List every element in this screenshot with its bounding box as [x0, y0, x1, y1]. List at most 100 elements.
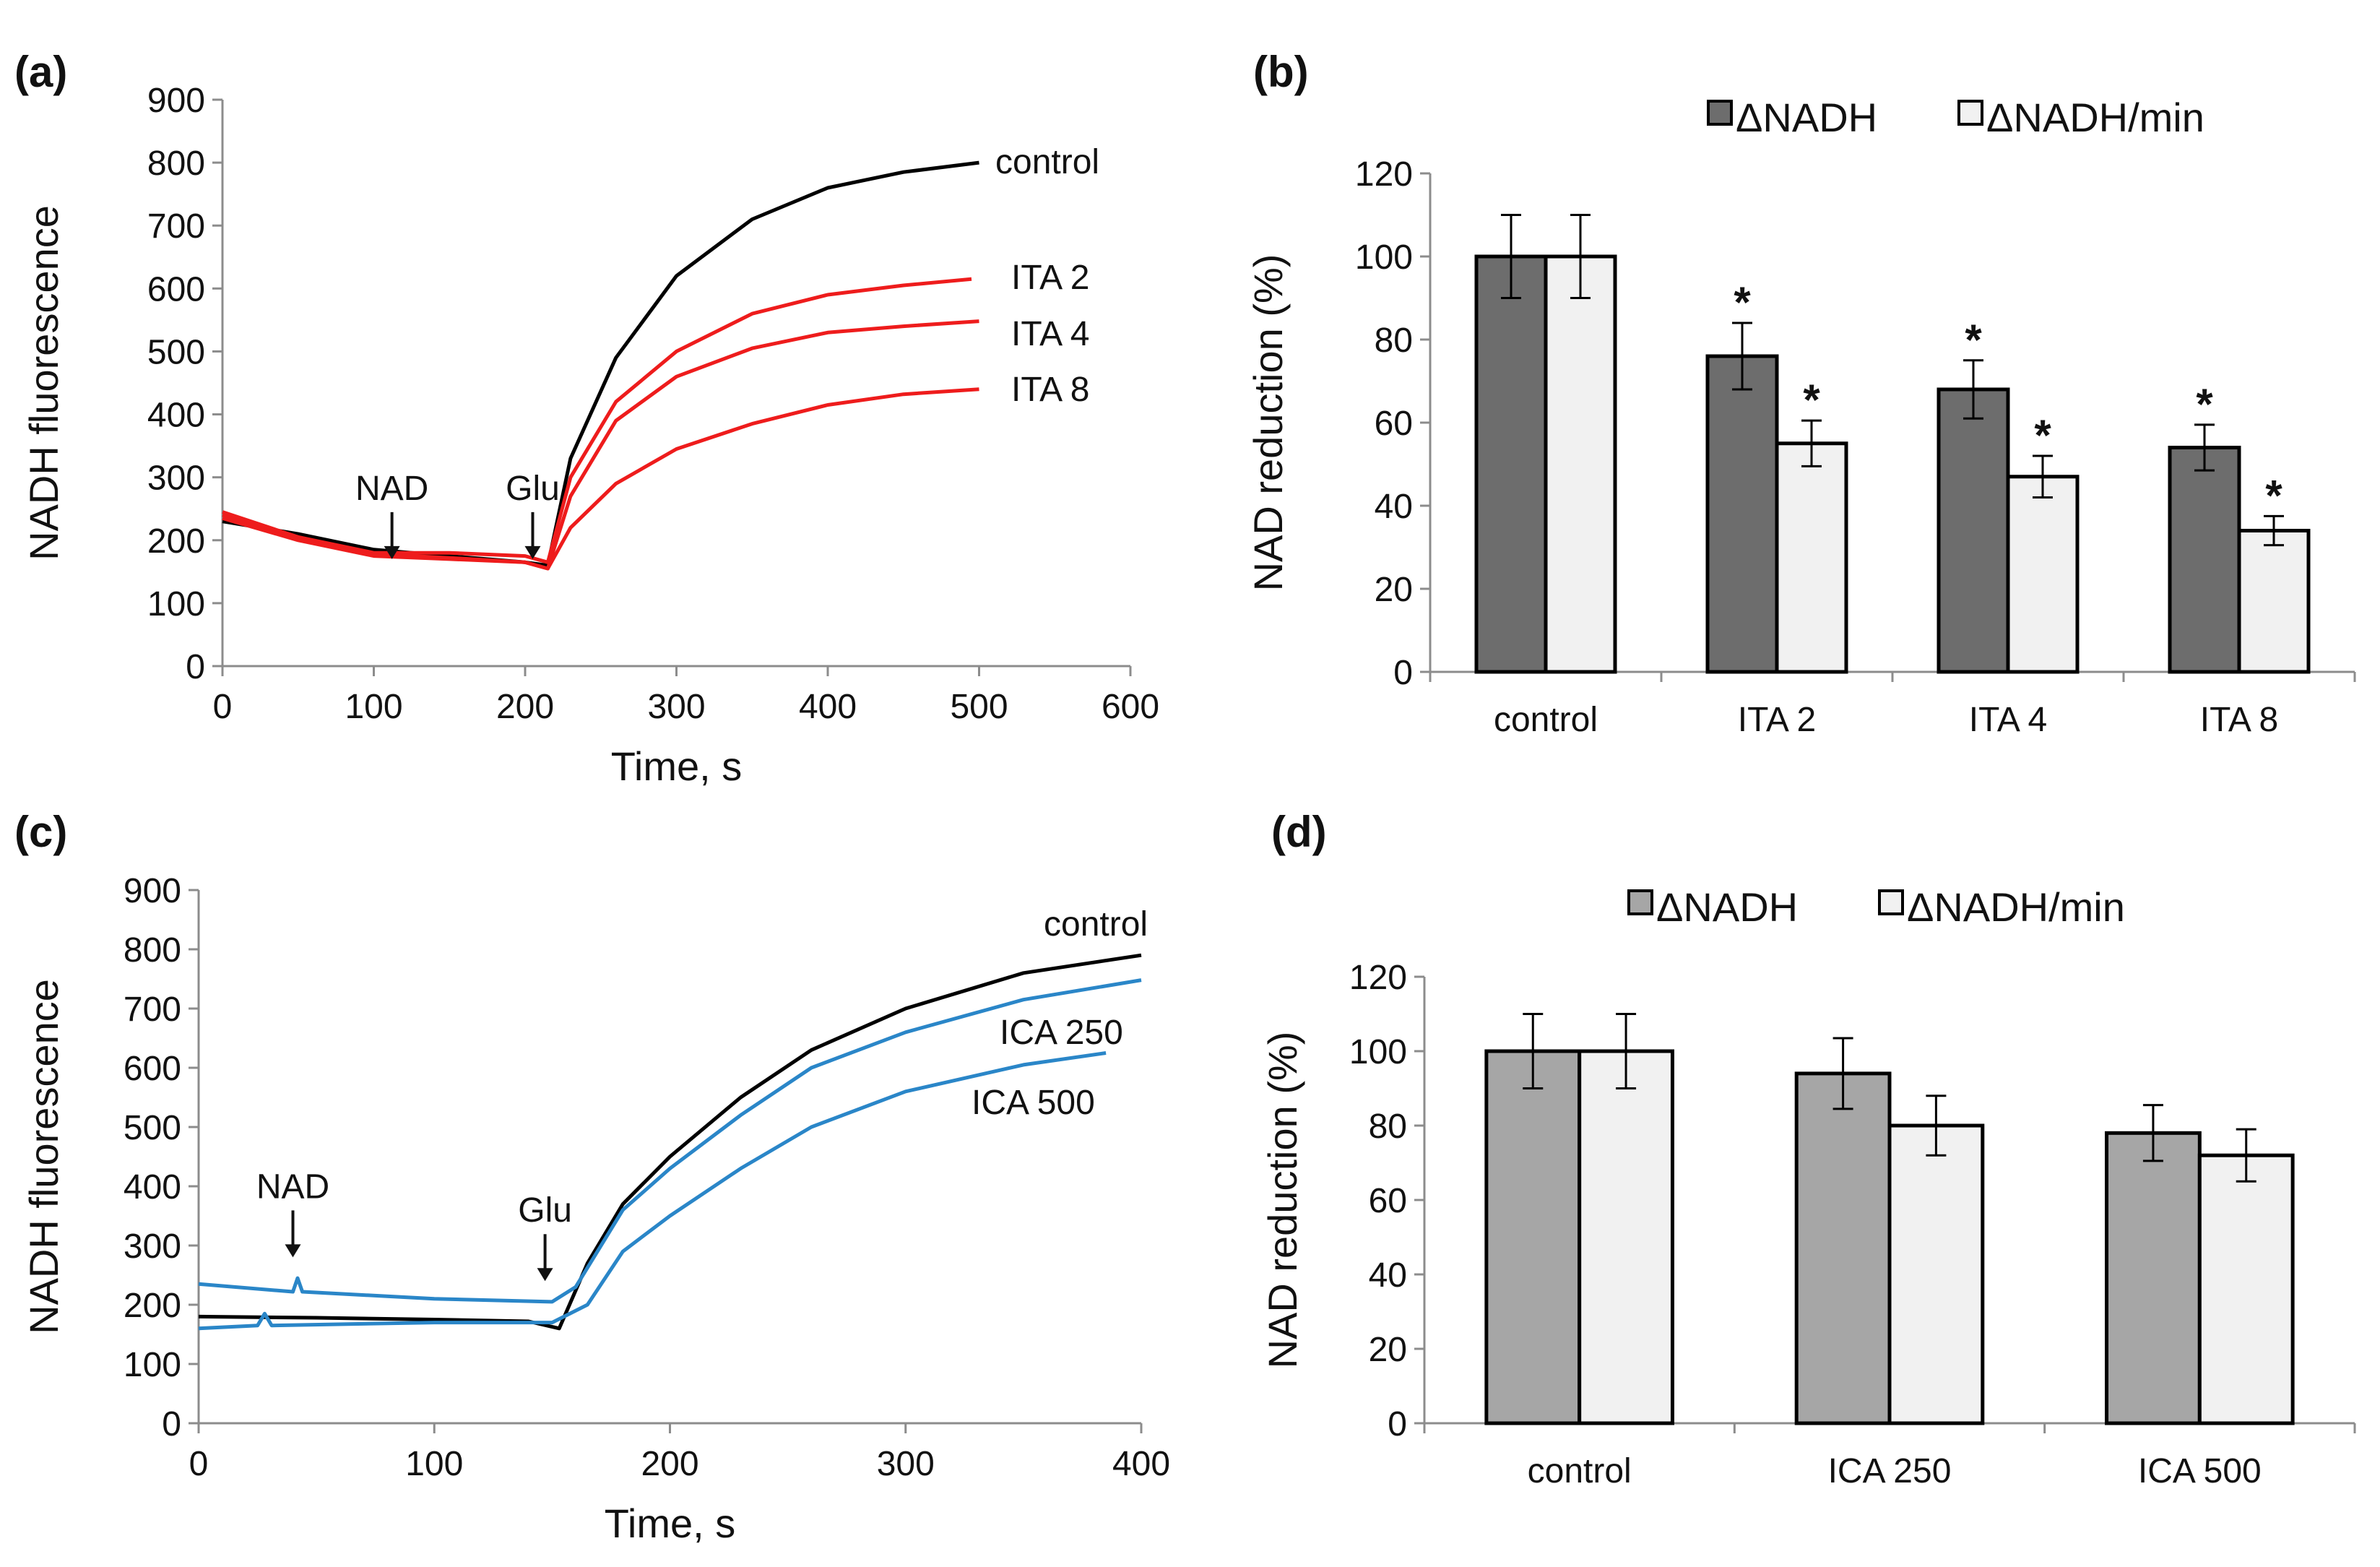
significance-mark: * — [1734, 278, 1751, 327]
y-tick-label: 20 — [1375, 571, 1413, 609]
legend-swatch — [1957, 100, 1983, 126]
x-tick-label: 400 — [799, 688, 857, 726]
series-label: control — [1044, 905, 1148, 944]
series-label: ICA 500 — [972, 1084, 1095, 1122]
series-label: control — [995, 143, 1099, 181]
arrow-label: Glu — [506, 470, 560, 508]
category-label: ITA 8 — [2200, 701, 2279, 739]
category-label: control — [1528, 1452, 1632, 1490]
y-tick-label: 20 — [1369, 1331, 1407, 1369]
legend-label: ΔNADH/min — [1986, 95, 2204, 140]
bar — [1484, 1049, 1582, 1425]
y-axis-label: NAD reduction (%) — [1245, 254, 1291, 592]
y-tick-label: 200 — [124, 1287, 181, 1325]
y-tick-label: 100 — [1349, 1033, 1407, 1071]
legend-label: ΔNADH — [1736, 95, 1877, 140]
y-tick-label: 40 — [1369, 1256, 1407, 1295]
bar — [2006, 475, 2080, 674]
arrow-label: NAD — [355, 470, 428, 508]
bar — [2237, 529, 2311, 674]
legend-label: ΔNADH/min — [1907, 884, 2125, 930]
series-line — [222, 277, 972, 564]
x-tick-label: 100 — [345, 688, 402, 726]
series-line — [222, 319, 979, 571]
bar — [2105, 1131, 2202, 1425]
panel-a: (a) 0 100 200 300 400 500 600 700 800 900 NADH fluo… — [14, 48, 1159, 789]
legend-swatch — [1627, 889, 1653, 915]
y-tick-label: 400 — [147, 397, 205, 435]
y-tick-label: 700 — [124, 990, 181, 1029]
bar — [2197, 1153, 2295, 1425]
series-label: ITA 4 — [1011, 315, 1090, 353]
category-label: ICA 500 — [2138, 1452, 2262, 1490]
bar — [1544, 254, 1617, 674]
y-tick-label: 200 — [147, 522, 205, 561]
y-tick-label: 500 — [124, 1109, 181, 1147]
bar — [1794, 1071, 1892, 1425]
panel-label: (d) — [1271, 808, 1327, 856]
y-tick-label: 300 — [124, 1227, 181, 1266]
series-label: ITA 8 — [1011, 371, 1090, 409]
y-axis-label: NAD reduction (%) — [1260, 1032, 1305, 1369]
y-tick-label: 100 — [1355, 238, 1413, 277]
legend-label: ΔNADH — [1656, 884, 1798, 930]
series-label: ITA 2 — [1011, 259, 1090, 297]
panel-label: (c) — [14, 808, 67, 856]
x-axis-label: Time, s — [611, 743, 742, 789]
arrow-label: NAD — [256, 1167, 329, 1206]
y-tick-label: 900 — [124, 872, 181, 910]
y-tick-label: 40 — [1375, 488, 1413, 526]
bar — [1887, 1123, 1985, 1425]
y-tick-label: 800 — [147, 144, 205, 183]
significance-mark: * — [2196, 380, 2213, 428]
x-tick-label: 400 — [1112, 1445, 1170, 1483]
y-tick-label: 0 — [1393, 654, 1413, 692]
significance-mark: * — [2034, 411, 2051, 459]
x-tick-label: 0 — [189, 1445, 209, 1483]
y-tick-label: 300 — [147, 459, 205, 498]
arrow-label: Glu — [518, 1191, 572, 1230]
y-tick-label: 0 — [1388, 1405, 1407, 1443]
x-tick-label: 100 — [405, 1445, 463, 1483]
category-label: ICA 250 — [1828, 1452, 1952, 1490]
y-tick-label: 60 — [1369, 1182, 1407, 1220]
arrow-head — [537, 1268, 553, 1282]
y-tick-label: 600 — [147, 270, 205, 308]
y-tick-label: 100 — [124, 1346, 181, 1384]
x-tick-label: 500 — [950, 688, 1008, 726]
significance-mark: * — [1803, 376, 1820, 424]
series-label: ICA 250 — [1000, 1014, 1123, 1052]
panel-c: (c) 0 100 200 300 400 500 600 700 800 900 NADH fluo… — [14, 808, 1170, 1546]
panel-label: (b) — [1253, 48, 1309, 96]
series-line — [222, 387, 979, 571]
x-tick-label: 300 — [647, 688, 705, 726]
series-line — [198, 1051, 1107, 1331]
y-tick-label: 120 — [1349, 959, 1407, 997]
x-tick-label: 200 — [641, 1445, 698, 1483]
y-tick-label: 80 — [1375, 321, 1413, 360]
y-tick-label: 600 — [124, 1050, 181, 1088]
category-label: control — [1494, 701, 1598, 739]
bar — [1474, 254, 1548, 674]
bar — [2168, 446, 2241, 674]
series-line — [198, 953, 1142, 1331]
y-tick-label: 0 — [186, 648, 205, 686]
y-tick-label: 80 — [1369, 1108, 1407, 1146]
bar — [1937, 387, 2010, 674]
y-tick-label: 120 — [1355, 155, 1413, 194]
y-tick-label: 400 — [124, 1168, 181, 1206]
y-tick-label: 0 — [162, 1405, 181, 1443]
y-axis-label: NADH fluorescence — [21, 979, 66, 1334]
panel-label: (a) — [14, 48, 67, 96]
arrow-head — [524, 545, 541, 559]
y-tick-label: 900 — [147, 82, 205, 120]
series-line — [198, 978, 1142, 1304]
bar — [1775, 441, 1848, 674]
x-tick-label: 600 — [1102, 688, 1159, 726]
y-tick-label: 800 — [124, 931, 181, 970]
arrow-head — [285, 1244, 301, 1258]
arrow-head — [384, 545, 400, 559]
x-tick-label: 200 — [496, 688, 554, 726]
